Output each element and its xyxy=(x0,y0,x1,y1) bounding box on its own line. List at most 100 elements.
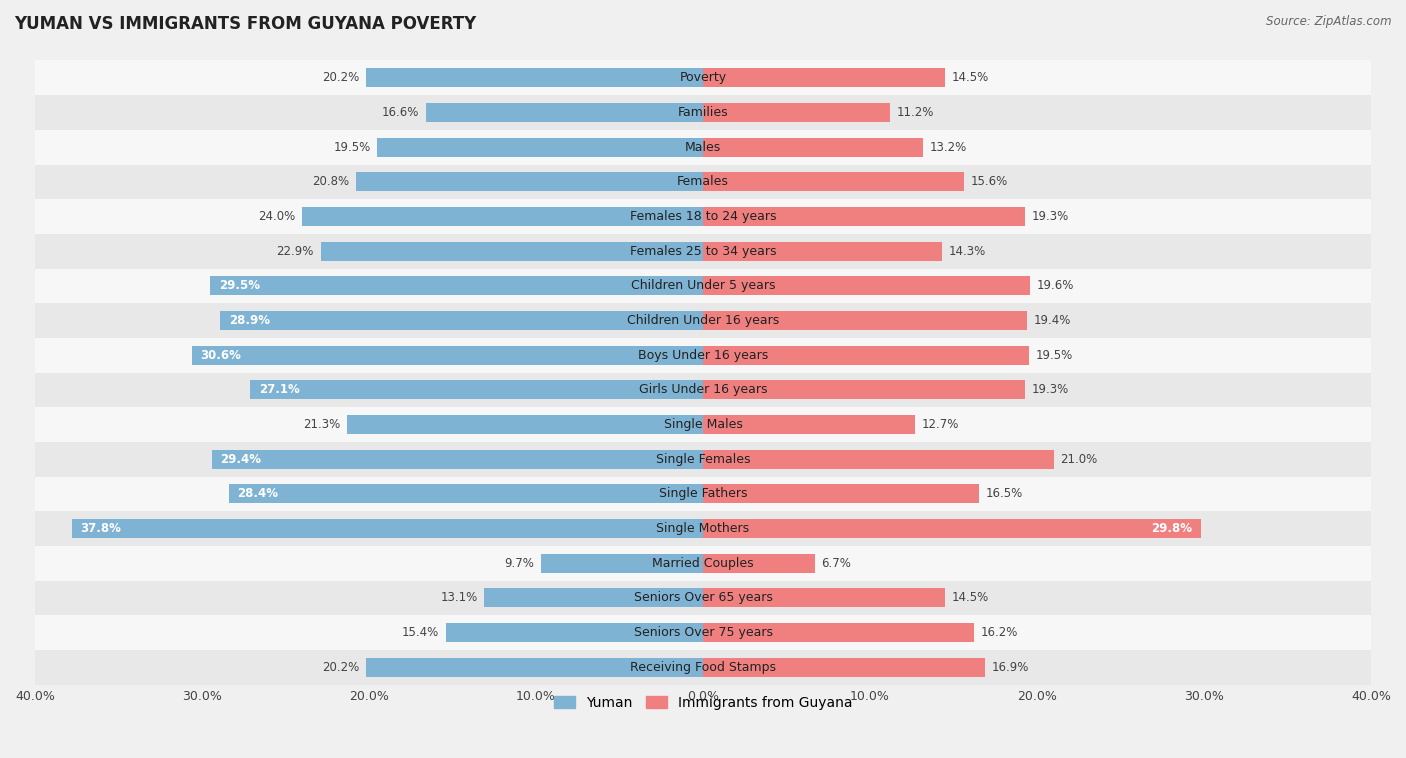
Bar xyxy=(366,68,703,87)
Bar xyxy=(703,311,1026,330)
Text: 13.1%: 13.1% xyxy=(440,591,478,604)
Text: Males: Males xyxy=(685,141,721,154)
Text: YUMAN VS IMMIGRANTS FROM GUYANA POVERTY: YUMAN VS IMMIGRANTS FROM GUYANA POVERTY xyxy=(14,15,477,33)
Text: Females: Females xyxy=(678,175,728,188)
Text: 21.3%: 21.3% xyxy=(304,418,340,431)
Bar xyxy=(377,138,703,157)
Text: 11.2%: 11.2% xyxy=(897,106,934,119)
Bar xyxy=(541,553,703,573)
Bar xyxy=(703,484,979,503)
Bar xyxy=(366,658,703,677)
Text: 30.6%: 30.6% xyxy=(200,349,242,362)
Bar xyxy=(35,268,1371,303)
Bar xyxy=(703,138,924,157)
Bar xyxy=(703,415,915,434)
Bar xyxy=(35,615,1371,650)
Bar xyxy=(35,372,1371,407)
Text: Children Under 16 years: Children Under 16 years xyxy=(627,314,779,327)
Text: 15.6%: 15.6% xyxy=(970,175,1008,188)
Text: 12.7%: 12.7% xyxy=(922,418,959,431)
Text: 14.3%: 14.3% xyxy=(949,245,986,258)
Text: 29.8%: 29.8% xyxy=(1152,522,1192,535)
Bar xyxy=(321,242,703,261)
Text: 19.3%: 19.3% xyxy=(1032,210,1070,223)
Text: Receiving Food Stamps: Receiving Food Stamps xyxy=(630,661,776,674)
Legend: Yuman, Immigrants from Guyana: Yuman, Immigrants from Guyana xyxy=(548,690,858,715)
Text: 15.4%: 15.4% xyxy=(402,626,439,639)
Text: Children Under 5 years: Children Under 5 years xyxy=(631,280,775,293)
Text: Females 25 to 34 years: Females 25 to 34 years xyxy=(630,245,776,258)
Bar xyxy=(703,588,945,607)
Bar xyxy=(250,381,703,399)
Text: 24.0%: 24.0% xyxy=(259,210,295,223)
Text: 27.1%: 27.1% xyxy=(259,384,299,396)
Bar xyxy=(229,484,703,503)
Bar xyxy=(703,449,1053,468)
Text: Married Couples: Married Couples xyxy=(652,556,754,570)
Bar xyxy=(347,415,703,434)
Bar xyxy=(193,346,703,365)
Bar xyxy=(703,207,1025,226)
Bar xyxy=(35,477,1371,511)
Bar xyxy=(302,207,703,226)
Bar xyxy=(703,519,1201,538)
Bar xyxy=(35,581,1371,615)
Text: 6.7%: 6.7% xyxy=(821,556,852,570)
Bar xyxy=(703,381,1025,399)
Bar xyxy=(35,199,1371,234)
Bar xyxy=(703,623,973,642)
Text: 19.6%: 19.6% xyxy=(1038,280,1074,293)
Text: Single Mothers: Single Mothers xyxy=(657,522,749,535)
Bar xyxy=(703,68,945,87)
Text: 13.2%: 13.2% xyxy=(931,141,967,154)
Bar xyxy=(356,172,703,191)
Text: 9.7%: 9.7% xyxy=(505,556,534,570)
Text: Families: Families xyxy=(678,106,728,119)
Text: 29.5%: 29.5% xyxy=(219,280,260,293)
Bar xyxy=(703,103,890,122)
Text: Boys Under 16 years: Boys Under 16 years xyxy=(638,349,768,362)
Bar xyxy=(35,61,1371,96)
Bar xyxy=(35,407,1371,442)
Bar xyxy=(703,553,815,573)
Text: Source: ZipAtlas.com: Source: ZipAtlas.com xyxy=(1267,15,1392,28)
Text: Single Fathers: Single Fathers xyxy=(659,487,747,500)
Text: Girls Under 16 years: Girls Under 16 years xyxy=(638,384,768,396)
Bar xyxy=(703,346,1029,365)
Bar xyxy=(35,164,1371,199)
Text: 37.8%: 37.8% xyxy=(80,522,121,535)
Text: 22.9%: 22.9% xyxy=(277,245,314,258)
Bar xyxy=(446,623,703,642)
Text: Single Females: Single Females xyxy=(655,453,751,465)
Text: 16.9%: 16.9% xyxy=(993,661,1029,674)
Text: 16.6%: 16.6% xyxy=(381,106,419,119)
Text: 28.9%: 28.9% xyxy=(229,314,270,327)
Bar xyxy=(703,277,1031,296)
Text: 19.4%: 19.4% xyxy=(1033,314,1071,327)
Text: Seniors Over 65 years: Seniors Over 65 years xyxy=(634,591,772,604)
Bar xyxy=(703,242,942,261)
Text: 20.2%: 20.2% xyxy=(322,71,359,84)
Bar xyxy=(212,449,703,468)
Text: 14.5%: 14.5% xyxy=(952,71,988,84)
Text: 21.0%: 21.0% xyxy=(1060,453,1098,465)
Bar xyxy=(484,588,703,607)
Bar xyxy=(703,172,963,191)
Text: 19.5%: 19.5% xyxy=(333,141,371,154)
Text: Females 18 to 24 years: Females 18 to 24 years xyxy=(630,210,776,223)
Text: Seniors Over 75 years: Seniors Over 75 years xyxy=(634,626,772,639)
Text: 20.8%: 20.8% xyxy=(312,175,349,188)
Bar xyxy=(72,519,703,538)
Bar xyxy=(426,103,703,122)
Bar xyxy=(703,658,986,677)
Text: 20.2%: 20.2% xyxy=(322,661,359,674)
Bar xyxy=(35,303,1371,338)
Bar xyxy=(35,96,1371,130)
Text: 28.4%: 28.4% xyxy=(238,487,278,500)
Bar xyxy=(211,277,703,296)
Bar xyxy=(35,234,1371,268)
Text: 14.5%: 14.5% xyxy=(952,591,988,604)
Text: 19.3%: 19.3% xyxy=(1032,384,1070,396)
Bar xyxy=(35,338,1371,372)
Bar xyxy=(35,130,1371,164)
